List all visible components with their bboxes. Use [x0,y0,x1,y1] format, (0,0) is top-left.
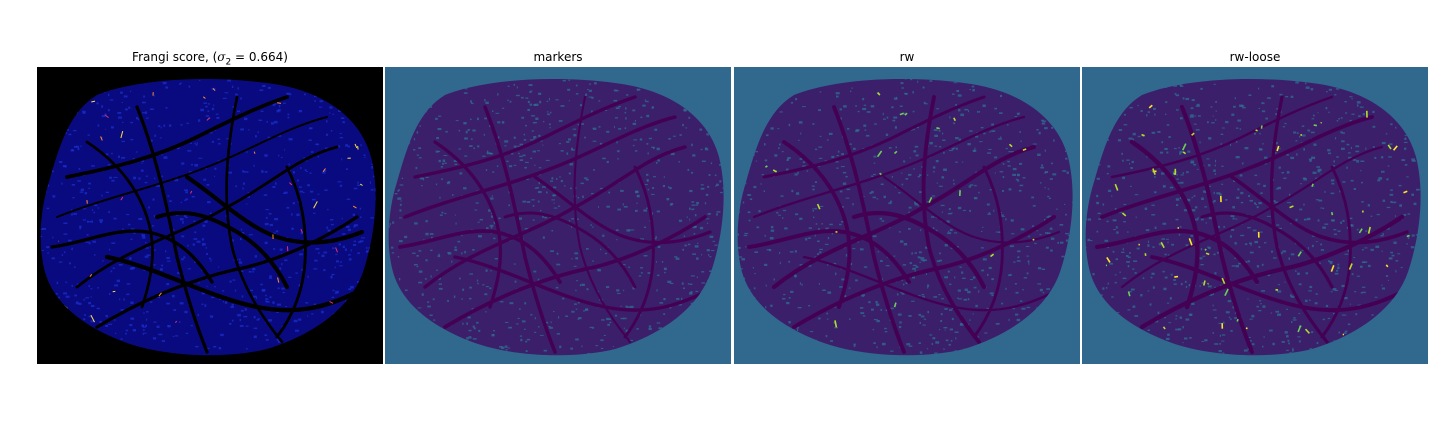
tissue-texture [388,79,724,356]
panel-title-frangi: Frangi score, (σ2 = 0.664) [37,48,383,67]
image-markers [385,67,731,364]
title-prefix: Frangi score, ( [132,50,218,64]
tissue-texture [737,79,1073,356]
panel-rw: rw [734,48,1080,364]
panel-title-rw: rw [899,50,915,64]
panel-frangi-score: Frangi score, (σ2 = 0.664) [37,48,383,364]
image-frangi [37,67,383,364]
title-suffix: = 0.664) [231,50,288,64]
image-rw [734,67,1080,364]
panel-title-markers: markers [533,50,583,64]
panel-title-rw-loose: rw-loose [1229,50,1281,64]
image-rw-loose [1082,67,1428,364]
title-subscript: 2 [225,57,232,68]
title-sigma: σ [217,50,226,64]
panel-markers: markers [385,48,731,364]
panel-rw-loose: rw-loose [1082,48,1428,364]
